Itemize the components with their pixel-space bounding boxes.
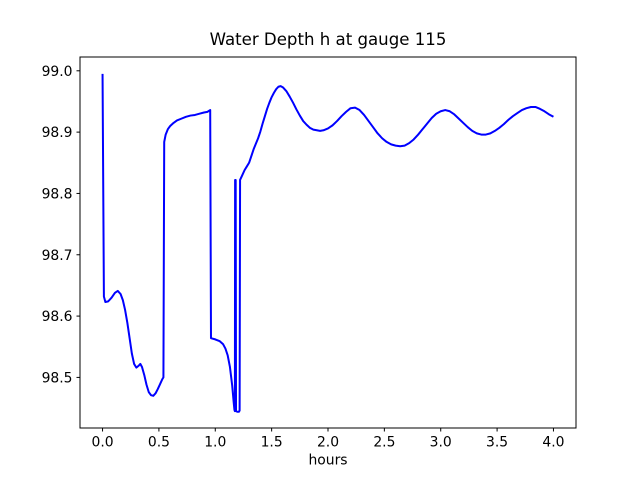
plot-area: 0.0 0.5 1.0 1.5 2.0 2.5 3.0 3.5 4.0 98.5 98.6 98.7 9… [42,56,577,451]
x-tick-label: 2.5 [373,435,395,451]
x-tick-label: 2.0 [317,435,339,451]
x-tick-label: 3.5 [486,435,508,451]
y-tick-label: 98.6 [42,309,73,325]
plot-border [79,56,577,429]
y-tick-label: 98.9 [42,125,73,141]
x-tick-label: 3.0 [430,435,452,451]
y-tick-label: 98.8 [42,186,73,202]
y-tick-label: 98.5 [42,370,73,386]
x-axis-label: hours [308,453,347,469]
x-tick-label: 4.0 [542,435,564,451]
x-tick-label: 1.0 [204,435,226,451]
y-tick-label: 98.7 [42,248,73,264]
chart-title: Water Depth h at gauge 115 [210,30,447,49]
x-tick-label: 0.5 [148,435,170,451]
y-tick-label: 99.0 [42,64,73,80]
water-depth-line [101,73,554,413]
x-tick-label: 1.5 [261,435,283,451]
x-tick-label: 0.0 [91,435,113,451]
